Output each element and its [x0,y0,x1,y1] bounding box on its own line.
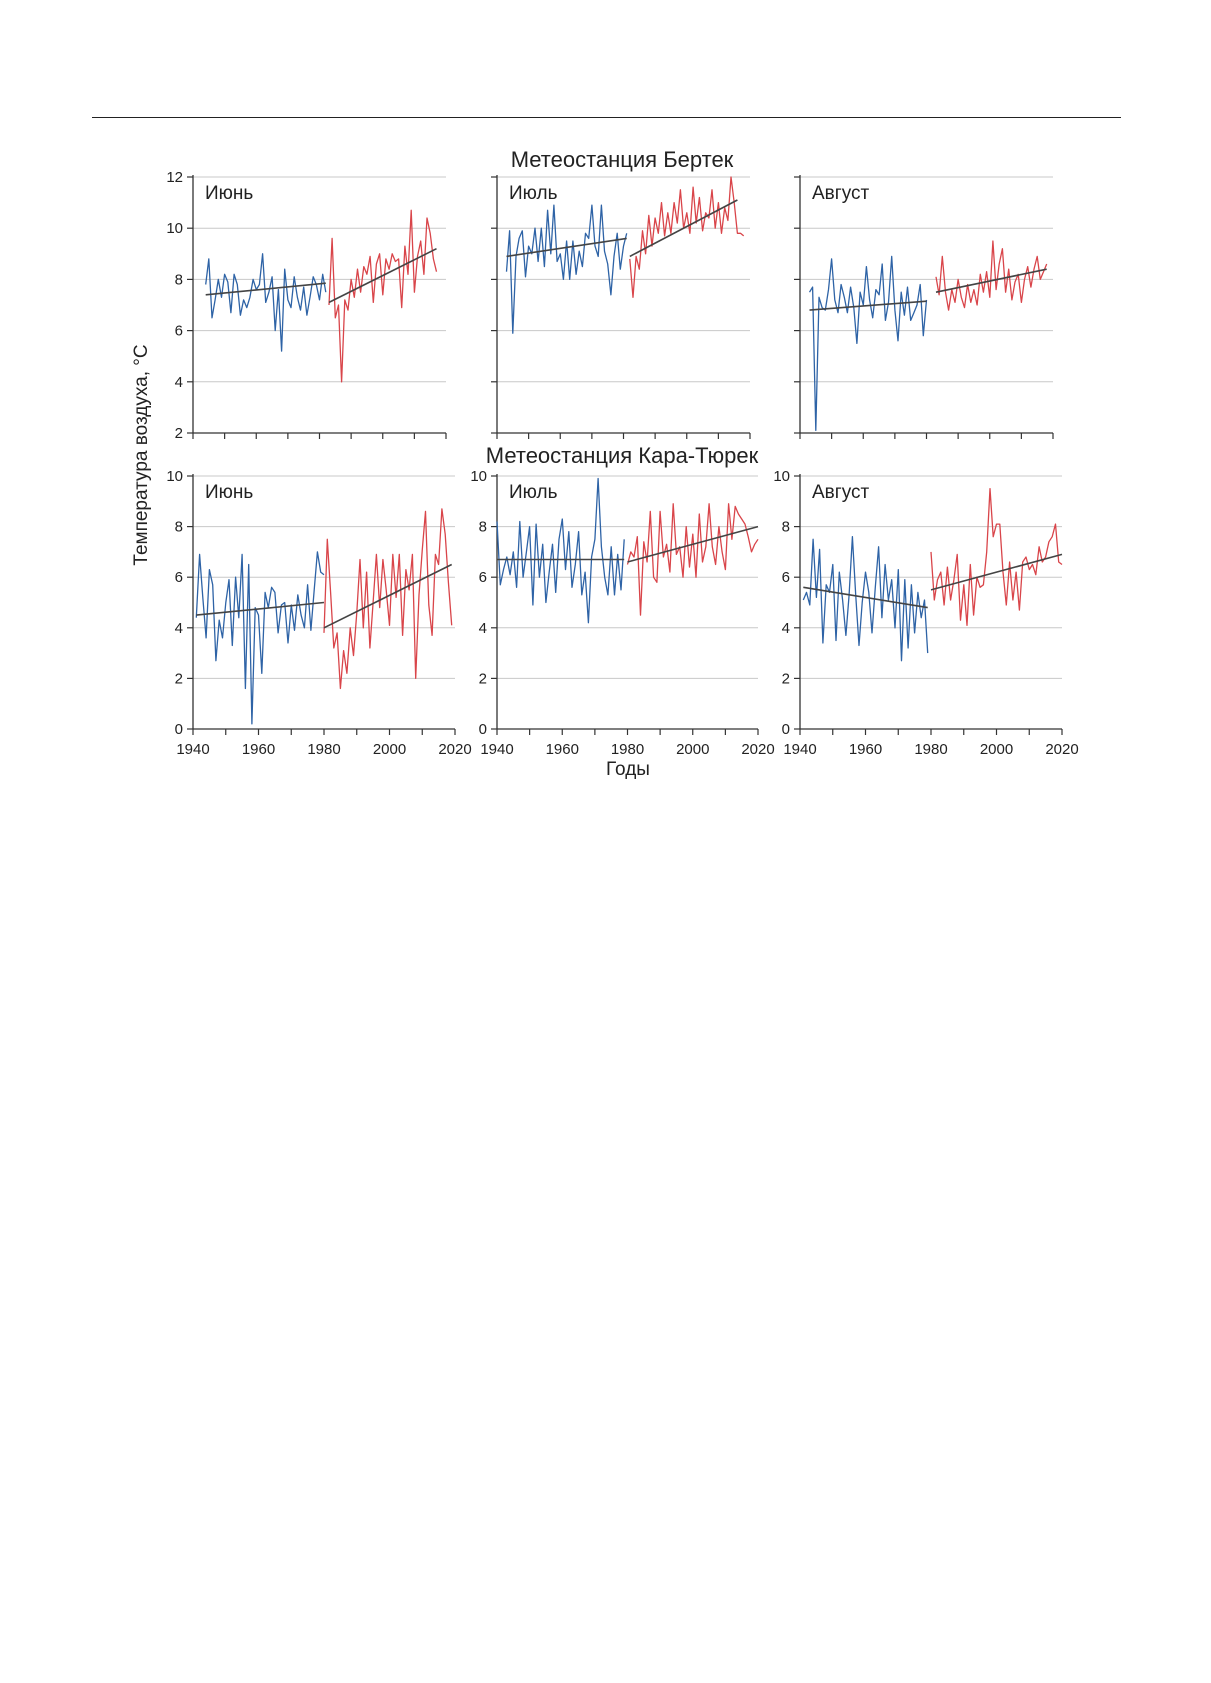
temperature-line-after-1980-bertek-august [935,240,1048,311]
x-tick-label: 2000 [676,741,709,758]
x-tick-label: 1940 [783,741,816,758]
trend-line-before-1980-bertek-august [809,300,927,311]
y-axis-label: Температура воздуха, °С [131,344,152,565]
y-tick-label: 8 [479,519,487,536]
x-tick-label: 2000 [373,741,406,758]
x-tick-label: 1980 [307,741,340,758]
x-tick-label: 2000 [980,741,1013,758]
y-tick-label: 10 [166,468,183,485]
x-tick-label: 1960 [849,741,882,758]
x-tick-label: 2020 [1045,741,1078,758]
temperature-line-before-1980-bertek-july [505,204,628,334]
panel-label-bertek-june: Июнь [205,183,253,204]
panel-label-bertek-july: Июль [509,183,558,204]
station-title-kara-tyurek: Метеостанция Кара-Тюрек [486,443,759,468]
x-tick-label: 1960 [546,741,579,758]
axes-layer [187,175,1063,735]
station-title-bertek: Метеостанция Бертек [511,147,734,172]
page-header-rule [92,117,1121,118]
data-layer [195,176,1063,725]
y-tick-label: 6 [782,569,790,586]
y-tick-label: 4 [175,374,183,391]
panel-label-kara-tyurek-august: Август [812,482,869,503]
y-tick-label: 8 [175,271,183,288]
trend-line-after-1980-bertek-august [935,268,1047,293]
trend-line-after-1980-bertek-july [629,199,738,258]
y-tick-label: 10 [166,220,183,237]
temperature-line-before-1980-kara-tyurek-june [195,551,325,725]
x-tick-label: 1960 [242,741,275,758]
y-tick-label: 4 [479,620,487,637]
trend-line-before-1980-kara-tyurek-june [196,601,325,616]
x-tick-label: 2020 [741,741,774,758]
trend-line-after-1980-kara-tyurek-july [627,525,759,563]
x-tick-label: 1980 [914,741,947,758]
y-tick-label: 6 [479,569,487,586]
x-tick-label: 1940 [176,741,209,758]
temperature-line-after-1980-bertek-june [328,209,438,383]
temperature-line-after-1980-kara-tyurek-june [323,508,453,690]
temperature-line-before-1980-bertek-june [205,253,327,352]
y-tick-label: 6 [175,323,183,340]
y-tick-label: 10 [470,468,487,485]
text-layer: Метеостанция Бертек Метеостанция Кара-Тю… [131,147,1079,780]
y-tick-label: 2 [175,425,183,442]
temperature-line-before-1980-kara-tyurek-august [802,536,929,662]
temperature-line-after-1980-kara-tyurek-august [930,487,1063,626]
trend-line-after-1980-bertek-june [328,247,437,304]
y-tick-label: 2 [782,670,790,687]
y-tick-label: 2 [175,670,183,687]
x-tick-label: 2020 [438,741,471,758]
trend-line-after-1980-kara-tyurek-june [323,563,453,629]
y-tick-label: 4 [782,620,790,637]
x-tick-label: 1940 [480,741,513,758]
y-tick-label: 0 [175,721,183,738]
temperature-line-before-1980-kara-tyurek-july [496,477,625,624]
y-tick-label: 6 [175,569,183,586]
temperature-line-before-1980-bertek-august [808,255,928,432]
x-tick-label: 1980 [611,741,644,758]
y-tick-label: 2 [479,670,487,687]
temperature-figure: Метеостанция Бертек Метеостанция Кара-Тю… [131,147,1079,780]
trend-line-after-1980-kara-tyurek-august [930,553,1063,591]
y-tick-label: 12 [166,169,183,186]
y-tick-label: 4 [175,620,183,637]
trend-line-before-1980-kara-tyurek-august [803,586,928,609]
y-tick-label: 8 [175,519,183,536]
panel-label-kara-tyurek-july: Июль [509,482,558,503]
y-tick-label: 0 [479,721,487,738]
y-tick-label: 0 [782,721,790,738]
panel-label-bertek-august: Август [812,183,869,204]
x-axis-label: Годы [606,759,650,780]
trend-line-before-1980-bertek-june [205,282,326,296]
y-tick-label: 8 [782,519,790,536]
temperature-line-after-1980-bertek-july [629,176,745,298]
y-tick-label: 10 [773,468,790,485]
trend-line-before-1980-bertek-july [506,237,627,258]
temperature-line-after-1980-kara-tyurek-july [626,503,759,616]
panel-label-kara-tyurek-june: Июнь [205,482,253,503]
